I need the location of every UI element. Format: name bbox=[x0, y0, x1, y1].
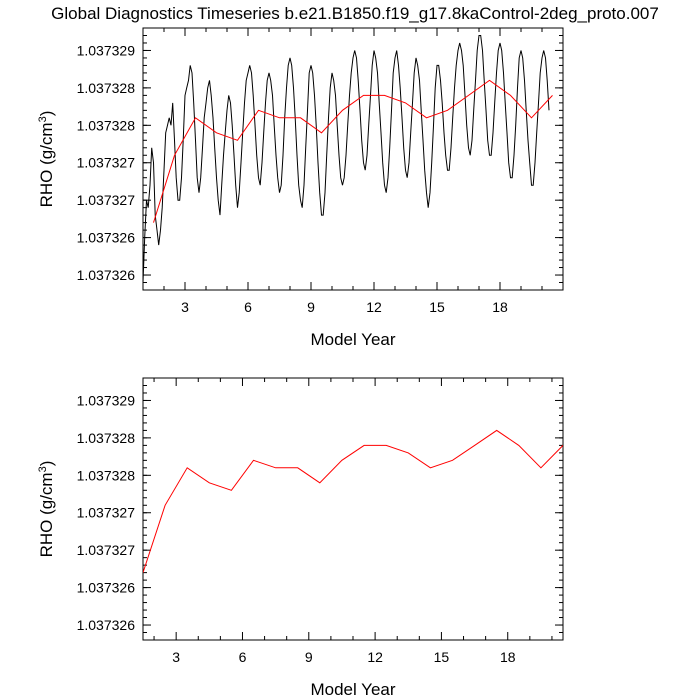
bottom-panel: 3 6 9 12 15 18 1.037326 1.037326 1.037327 1.03732… bbox=[37, 377, 564, 699]
x-tick-label: 12 bbox=[366, 299, 382, 315]
x-tick-label: 3 bbox=[181, 299, 189, 315]
x-tick-label: 18 bbox=[492, 299, 508, 315]
y-tick-label: 1.037329 bbox=[77, 392, 136, 408]
x-tick-label: 6 bbox=[239, 649, 247, 665]
y-tick-label: 1.037328 bbox=[77, 430, 136, 446]
annual-series-line bbox=[143, 429, 563, 573]
x-tick-label: 9 bbox=[305, 649, 313, 665]
y-tick-label: 1.037327 bbox=[77, 192, 136, 208]
y-tick-label: 1.037328 bbox=[77, 80, 136, 96]
y-tick-label: 1.037328 bbox=[77, 467, 136, 483]
x-tick-label: 3 bbox=[172, 649, 180, 665]
y-tick-label: 1.037327 bbox=[77, 155, 136, 171]
monthly-series-line bbox=[143, 35, 550, 283]
y-tick-label: 1.037326 bbox=[77, 230, 136, 246]
y-axis-label: RHO (g/cm3) bbox=[37, 461, 56, 558]
plot-frame bbox=[142, 377, 564, 641]
y-axis-label: RHO (g/cm3) bbox=[37, 111, 56, 208]
y-tick-label: 1.037326 bbox=[77, 267, 136, 283]
y-tick-label: 1.037327 bbox=[77, 505, 136, 521]
x-axis-label: Model Year bbox=[310, 330, 395, 349]
chart-title: Global Diagnostics Timeseries b.e21.B185… bbox=[51, 4, 659, 23]
top-panel: 3 6 9 12 15 18 1.037326 1.037326 1.037327 1.03732… bbox=[37, 27, 564, 349]
y-tick-label: 1.037328 bbox=[77, 117, 136, 133]
x-tick-label: 15 bbox=[434, 649, 450, 665]
annual-series-line bbox=[153, 79, 553, 223]
y-tick-label: 1.037326 bbox=[77, 580, 136, 596]
x-tick-label: 9 bbox=[307, 299, 315, 315]
y-tick-label: 1.037329 bbox=[77, 42, 136, 58]
x-tick-label: 15 bbox=[429, 299, 445, 315]
x-tick-label: 12 bbox=[367, 649, 383, 665]
y-tick-label: 1.037326 bbox=[77, 617, 136, 633]
y-tick-label: 1.037327 bbox=[77, 542, 136, 558]
x-tick-label: 6 bbox=[244, 299, 252, 315]
x-tick-label: 18 bbox=[500, 649, 516, 665]
plot-frame bbox=[142, 27, 564, 291]
x-axis-label: Model Year bbox=[310, 680, 395, 699]
